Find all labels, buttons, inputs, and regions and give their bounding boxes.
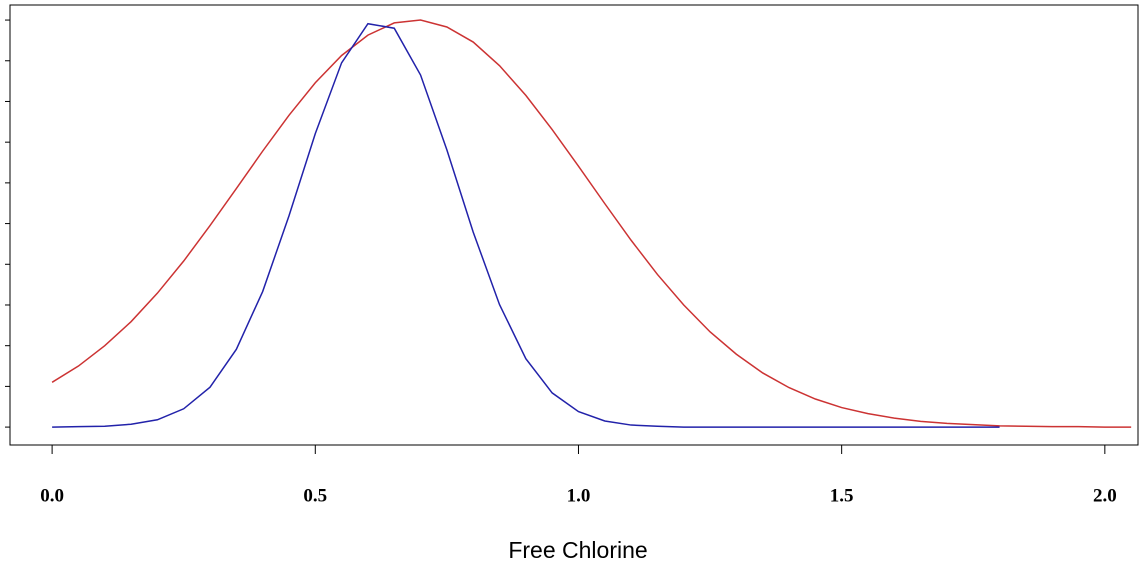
x-tick-label: 1.5: [830, 485, 854, 506]
x-axis-label: Free Chlorine: [508, 537, 647, 563]
x-tick-label: 0.0: [40, 485, 64, 506]
x-tick-label: 1.0: [567, 485, 591, 506]
curve: [51, 19, 1132, 428]
curve: [52, 22, 1000, 428]
x-tick-label: 0.5: [303, 485, 327, 506]
plot-frame: [9, 4, 1139, 446]
x-tick-label: 2.0: [1093, 485, 1117, 506]
